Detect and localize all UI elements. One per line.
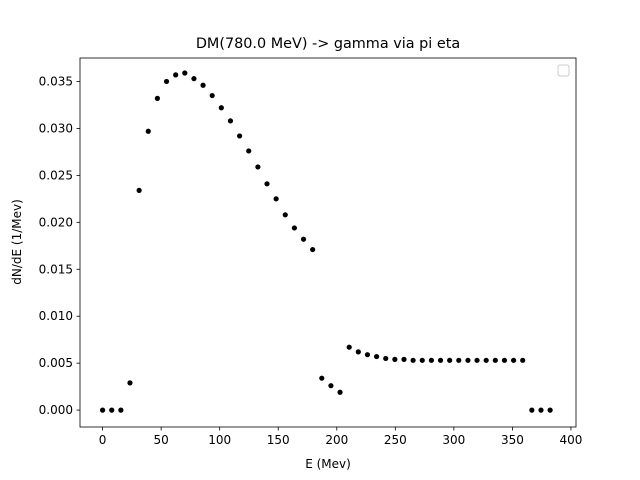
y-tick-label: 0.000 [39,403,73,417]
data-point [383,355,389,362]
x-tick-label: 250 [384,433,407,447]
data-point [236,133,243,139]
data-point [154,95,160,101]
data-point [209,92,215,99]
data-point [173,72,179,78]
y-tick-label: 0.010 [39,309,73,323]
data-point [319,375,325,381]
data-point [483,357,489,363]
data-point [136,187,142,193]
data-point [99,407,106,413]
x-tick-label: 300 [442,433,465,447]
data-point [218,105,224,111]
data-point [373,353,380,360]
y-tick-label: 0.035 [39,74,73,88]
data-point [127,380,133,386]
data-points [99,70,553,413]
x-tick-label: 100 [208,433,231,447]
data-point [428,357,434,363]
data-point [510,357,517,363]
data-point [520,357,526,363]
data-point [273,196,279,202]
data-point [300,236,307,242]
x-tick-label: 200 [325,433,348,447]
data-point [410,357,416,363]
y-tick-label: 0.030 [39,121,73,135]
y-tick-label: 0.025 [39,168,73,182]
y-tick-label: 0.015 [39,262,73,276]
data-point [255,164,261,170]
data-point [200,82,206,88]
data-point [437,357,444,363]
data-point [328,383,334,389]
data-point [109,407,115,413]
data-point [346,344,352,350]
x-axis-label: E (Mev) [305,457,351,471]
data-point [246,148,252,154]
data-point [474,357,480,363]
x-tick-label: 0 [99,433,107,447]
y-axis-label: dN/dE (1/Mev) [10,199,24,285]
data-point [282,212,288,218]
chart-title: DM(780.0 MeV) -> gamma via pi eta [196,36,460,52]
plot-area-frame [79,57,577,428]
data-point [501,357,508,363]
data-point [401,356,407,362]
legend-box [557,64,570,77]
data-point [291,225,297,231]
data-point [355,349,361,355]
data-point [145,128,151,134]
data-point [492,357,498,363]
data-point [118,407,124,413]
data-point [191,76,197,82]
x-tick-label: 50 [154,433,169,447]
data-point [364,352,371,358]
data-point [337,389,343,395]
data-point [264,181,270,187]
data-point [163,78,170,85]
y-axis-ticks: 0.000 0.005 0.010 0.015 0.020 0.025 0.030 0.035 [39,74,80,417]
data-point [538,407,544,413]
data-point [529,407,535,413]
data-point [447,357,453,363]
y-tick-label: 0.020 [39,215,73,229]
data-point [456,357,462,363]
data-point [419,357,425,363]
y-tick-label: 0.005 [39,356,73,370]
data-point [547,407,553,413]
data-point [227,118,234,124]
data-point [310,246,316,253]
x-axis-ticks: 0 50 100 150 200 250 300 350 400 [99,427,583,447]
x-tick-label: 150 [267,433,290,447]
data-point [465,357,471,363]
data-point [182,70,188,76]
x-tick-label: 350 [501,433,524,447]
x-tick-label: 400 [560,433,583,447]
data-point [392,356,398,362]
